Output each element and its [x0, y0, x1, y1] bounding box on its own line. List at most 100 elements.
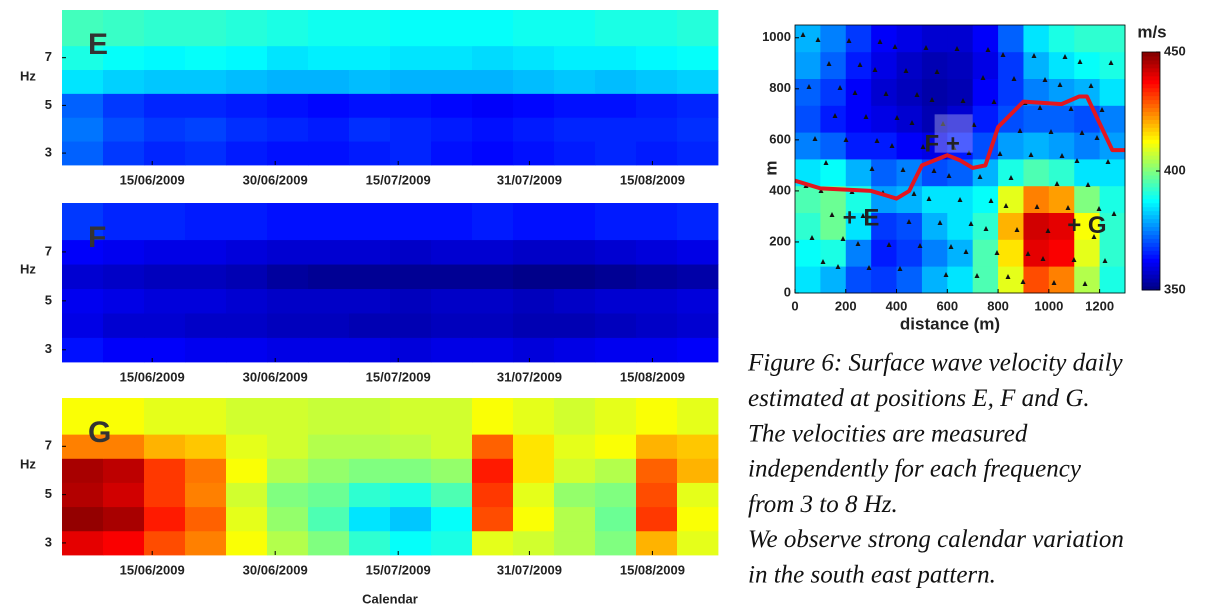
map-cell — [1099, 159, 1126, 187]
colorbar-step — [1142, 226, 1160, 231]
sensor — [837, 85, 843, 90]
colorbar-step — [1142, 115, 1160, 120]
sensor — [1079, 130, 1085, 135]
heat-cell — [595, 434, 637, 459]
heat-cell — [554, 45, 596, 71]
panel-letter: G — [88, 416, 111, 449]
colorbar-step — [1142, 246, 1160, 251]
map-cell — [871, 25, 897, 53]
x-tick-label: 30/06/2009 — [243, 369, 308, 384]
map-cell — [820, 132, 847, 160]
map-cell — [998, 266, 1024, 294]
heat-cell — [677, 337, 719, 363]
sensor — [1045, 228, 1051, 233]
map-cell — [1048, 266, 1075, 294]
colorbar-step — [1142, 234, 1160, 239]
sensor — [920, 144, 926, 149]
heat-cell — [185, 288, 227, 314]
heat-cell — [185, 264, 227, 290]
map-cell — [795, 25, 821, 53]
map-cell — [1074, 25, 1101, 53]
sensor — [1068, 106, 1074, 111]
heat-cell — [62, 141, 104, 166]
colorbar-step — [1142, 67, 1160, 73]
heat-cell — [185, 239, 227, 265]
heat-cell — [431, 10, 473, 47]
heat-cell — [103, 313, 145, 338]
sensor — [1096, 206, 1102, 211]
heat-cell — [144, 398, 186, 435]
sensor — [923, 45, 929, 50]
heat-cell — [226, 398, 268, 435]
y-axis-label: m — [761, 160, 780, 175]
colorbar-step — [1142, 103, 1160, 109]
colorbar-step — [1142, 258, 1160, 263]
heat-cell — [636, 337, 678, 363]
heat-cell — [677, 264, 719, 290]
heat-cell — [390, 337, 432, 363]
sensor — [806, 84, 812, 89]
sensor — [1005, 274, 1011, 279]
heat-cell — [349, 288, 391, 314]
heat-cell — [431, 93, 473, 118]
colorbar-step — [1142, 135, 1160, 140]
heat-cell — [472, 93, 514, 118]
heat-cell — [144, 482, 186, 508]
map-cell — [972, 25, 999, 53]
map-cell — [845, 25, 872, 53]
sensor — [818, 188, 824, 193]
heat-cell — [472, 288, 514, 314]
heat-cell — [267, 264, 309, 290]
heat-cell — [308, 141, 350, 166]
y-tick-label: 3 — [45, 341, 52, 356]
x-tick-label: 15/06/2009 — [120, 172, 185, 187]
colorbar-step — [1142, 194, 1160, 200]
sensor — [934, 69, 940, 74]
heat-cell — [472, 458, 514, 483]
map-cell — [820, 51, 847, 79]
heat-cell — [185, 117, 227, 142]
heat-cell — [390, 530, 432, 556]
heat-cell — [513, 141, 555, 166]
heat-cell — [636, 482, 678, 508]
x-tick-label: 200 — [835, 298, 857, 313]
heat-cell — [267, 203, 309, 241]
sensor — [1000, 52, 1006, 57]
heat-cell — [554, 10, 596, 47]
heat-cell — [308, 313, 350, 338]
y-tick-label: 7 — [45, 49, 52, 64]
sensor — [843, 137, 849, 142]
heat-cell — [390, 313, 432, 338]
colorbar-step — [1142, 214, 1160, 220]
map-cell — [947, 25, 974, 53]
x-tick-label: 15/07/2009 — [366, 369, 431, 384]
heat-cell — [349, 458, 391, 483]
sensor — [1011, 76, 1017, 81]
heat-cell — [267, 337, 309, 363]
x-tick-label: 1000 — [1034, 298, 1063, 313]
map-cell — [795, 185, 821, 213]
heat-cell — [554, 506, 596, 532]
heat-cell — [513, 434, 555, 459]
colorbar-step — [1142, 127, 1160, 132]
heat-cell — [431, 458, 473, 483]
colorbar-step — [1142, 71, 1160, 77]
sensor — [877, 39, 883, 44]
heat-cell — [62, 530, 104, 556]
colorbar-tick-label: 400 — [1164, 162, 1186, 177]
heat-cell — [554, 313, 596, 338]
heat-cell — [472, 45, 514, 71]
map-cell — [1048, 51, 1075, 79]
map-frame — [794, 24, 1126, 294]
map-cell — [820, 266, 847, 294]
sensor — [971, 122, 977, 127]
heat-cell — [554, 117, 596, 142]
heat-cell — [267, 117, 309, 142]
heat-cell — [390, 45, 432, 71]
heat-cell — [513, 530, 555, 556]
heat-cell — [349, 45, 391, 71]
sensor — [826, 61, 832, 66]
heat-cell — [636, 434, 678, 459]
y-tick-label: 5 — [45, 292, 52, 307]
colorbar-step — [1142, 266, 1160, 271]
